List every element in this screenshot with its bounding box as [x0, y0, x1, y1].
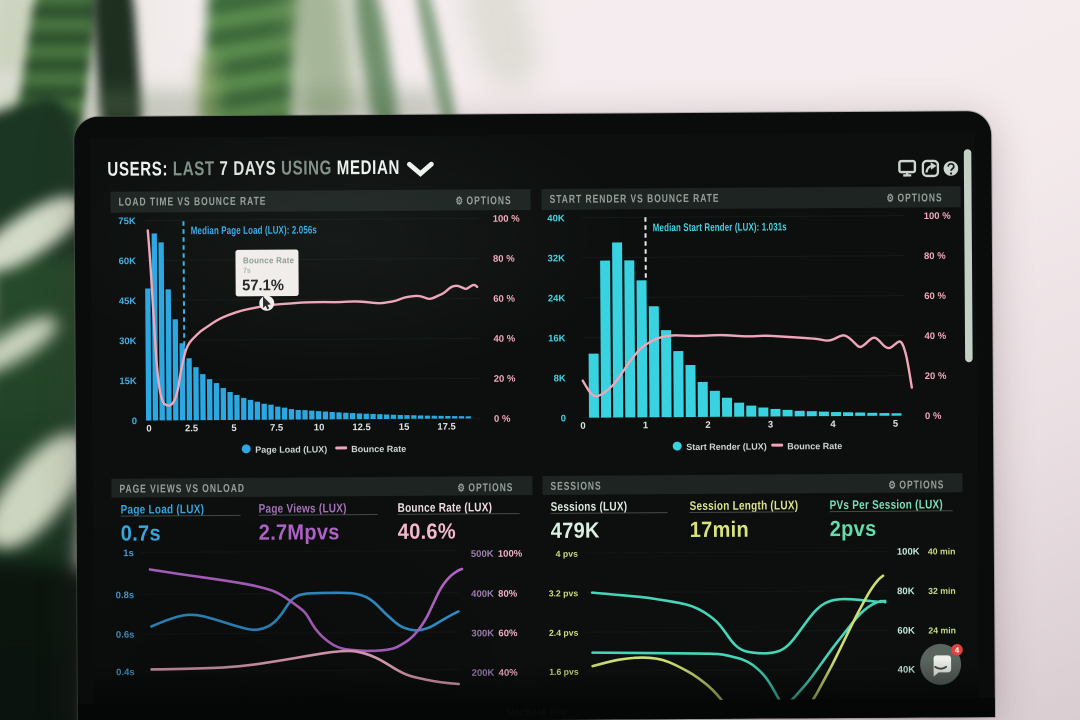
svg-text:24 min: 24 min: [928, 625, 956, 635]
svg-text:57.1%: 57.1%: [242, 277, 284, 295]
svg-text:32K: 32K: [548, 253, 566, 264]
svg-text:0: 0: [580, 421, 585, 432]
svg-text:1: 1: [643, 420, 649, 431]
svg-text:Median Page Load (LUX): 2.056s: Median Page Load (LUX): 2.056s: [191, 224, 317, 237]
svg-text:0 %: 0 %: [925, 411, 942, 422]
svg-text:60 %: 60 %: [493, 294, 515, 305]
svg-text:40K: 40K: [547, 213, 565, 224]
svg-text:200K: 200K: [472, 668, 495, 679]
svg-text:10: 10: [314, 422, 325, 433]
svg-text:Page Load (LUX): Page Load (LUX): [255, 444, 327, 454]
svg-text:40K: 40K: [898, 665, 916, 676]
svg-text:80%: 80%: [498, 589, 518, 600]
svg-text:5: 5: [893, 419, 899, 430]
svg-text:32 min: 32 min: [928, 586, 956, 596]
svg-text:40%: 40%: [499, 668, 519, 679]
svg-text:0: 0: [146, 423, 151, 434]
svg-text:300K: 300K: [471, 628, 494, 639]
svg-text:Bounce Rate: Bounce Rate: [351, 444, 406, 454]
svg-text:100%: 100%: [498, 549, 523, 560]
svg-text:100 %: 100 %: [493, 214, 521, 225]
svg-text:4: 4: [830, 419, 836, 430]
svg-text:Median Start Render (LUX): 1.0: Median Start Render (LUX): 1.031s: [653, 221, 787, 234]
svg-text:40 %: 40 %: [493, 334, 515, 345]
svg-text:8K: 8K: [554, 373, 566, 384]
svg-text:20 %: 20 %: [494, 374, 516, 385]
svg-text:2.5: 2.5: [185, 423, 199, 434]
svg-text:500K: 500K: [471, 549, 494, 560]
svg-text:0: 0: [132, 416, 137, 427]
svg-text:0.6s: 0.6s: [116, 630, 135, 641]
svg-text:60K: 60K: [119, 256, 137, 267]
svg-text:40 %: 40 %: [924, 331, 946, 342]
svg-text:1s: 1s: [123, 548, 134, 559]
svg-text:80K: 80K: [897, 586, 915, 597]
svg-text:0: 0: [561, 413, 566, 424]
svg-text:15: 15: [399, 422, 410, 433]
svg-text:2: 2: [705, 420, 710, 431]
svg-text:5: 5: [231, 423, 237, 434]
svg-text:100K: 100K: [897, 547, 920, 558]
svg-text:3.2 pvs: 3.2 pvs: [549, 588, 579, 598]
svg-text:3: 3: [768, 419, 773, 430]
svg-text:400K: 400K: [471, 589, 494, 600]
svg-text:60%: 60%: [498, 628, 518, 639]
svg-text:75K: 75K: [118, 216, 136, 227]
svg-text:80 %: 80 %: [924, 251, 946, 262]
svg-text:15K: 15K: [119, 376, 137, 387]
svg-text:4: 4: [955, 646, 960, 655]
svg-text:16K: 16K: [548, 333, 566, 344]
svg-text:30K: 30K: [119, 336, 137, 347]
svg-text:1.6 pvs: 1.6 pvs: [549, 667, 579, 677]
svg-text:20 %: 20 %: [925, 371, 947, 382]
svg-text:60 %: 60 %: [924, 291, 946, 302]
svg-text:Start Render (LUX): Start Render (LUX): [686, 442, 767, 453]
svg-text:45K: 45K: [119, 296, 137, 307]
svg-text:24K: 24K: [548, 293, 566, 304]
svg-text:0.8s: 0.8s: [116, 590, 135, 601]
svg-text:Bounce Rate: Bounce Rate: [243, 256, 294, 266]
svg-text:17.5: 17.5: [437, 422, 456, 433]
svg-text:0 %: 0 %: [494, 414, 511, 425]
svg-text:12.5: 12.5: [352, 422, 371, 433]
svg-text:2.4 pvs: 2.4 pvs: [549, 628, 579, 638]
svg-text:7.5: 7.5: [270, 423, 284, 434]
svg-text:40 min: 40 min: [928, 546, 956, 556]
svg-text:80 %: 80 %: [493, 254, 515, 265]
svg-text:Bounce Rate: Bounce Rate: [787, 441, 842, 451]
svg-text:60K: 60K: [897, 626, 915, 637]
svg-text:0.4s: 0.4s: [116, 667, 135, 678]
svg-text:4 pvs: 4 pvs: [556, 549, 578, 559]
svg-text:100 %: 100 %: [924, 211, 952, 222]
svg-text:7s: 7s: [243, 266, 251, 275]
